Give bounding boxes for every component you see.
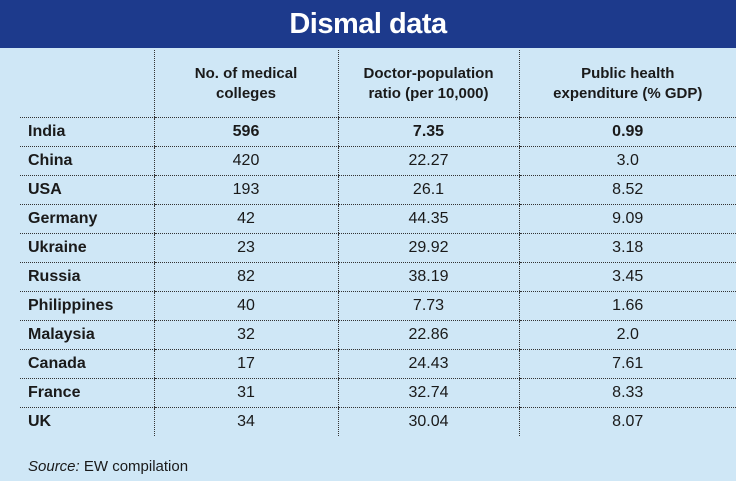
medical-colleges-cell: 193 bbox=[153, 175, 338, 205]
doctor-ratio-cell: 30.04 bbox=[337, 407, 519, 436]
medical-colleges-cell: 420 bbox=[153, 146, 338, 176]
medical-colleges-cell: 596 bbox=[153, 117, 338, 147]
health-expenditure-cell: 1.66 bbox=[518, 291, 736, 321]
doctor-ratio-cell: 26.1 bbox=[337, 175, 519, 205]
health-expenditure-cell: 9.09 bbox=[518, 204, 736, 234]
data-table: No. of medical colleges Doctor-populatio… bbox=[20, 50, 736, 436]
country-cell: UK bbox=[28, 413, 52, 430]
health-expenditure-cell: 3.18 bbox=[518, 233, 736, 263]
table-row: Russia 82 38.19 3.45 bbox=[20, 262, 736, 292]
table-row: China 420 22.27 3.0 bbox=[20, 146, 736, 176]
doctor-ratio-cell: 29.92 bbox=[337, 233, 519, 263]
table-row: Canada 17 24.43 7.61 bbox=[20, 349, 736, 379]
header-doctor-ratio: Doctor-population ratio (per 10,000) bbox=[337, 50, 519, 118]
health-expenditure-cell: 3.0 bbox=[518, 146, 736, 176]
country-cell: USA bbox=[20, 175, 154, 205]
health-expenditure-cell: 8.52 bbox=[518, 175, 736, 205]
health-expenditure-cell: 3.45 bbox=[518, 262, 736, 292]
country-cell: Ukraine bbox=[20, 233, 154, 263]
table-row: Malaysia 32 22.86 2.0 bbox=[20, 320, 736, 350]
medical-colleges-cell: 23 bbox=[153, 233, 338, 263]
doctor-ratio-cell: 32.74 bbox=[337, 378, 519, 408]
medical-colleges-cell: 31 bbox=[153, 378, 338, 408]
table-row: Philippines 40 7.73 1.66 bbox=[20, 291, 736, 321]
health-expenditure-cell: 8.07 bbox=[518, 407, 736, 436]
country-cell: Philippines bbox=[20, 291, 154, 321]
health-expenditure-cell: 0.99 bbox=[518, 117, 736, 147]
header-health-expenditure: Public health expenditure (% GDP) bbox=[518, 50, 736, 118]
table-row: Ukraine 23 29.92 3.18 bbox=[20, 233, 736, 263]
table-row: India 596 7.35 0.99 bbox=[20, 117, 736, 147]
health-expenditure-cell: 2.0 bbox=[518, 320, 736, 350]
medical-colleges-cell: 32 bbox=[153, 320, 338, 350]
doctor-ratio-cell: 7.73 bbox=[337, 291, 519, 321]
country-cell: Malaysia bbox=[20, 320, 154, 350]
table-row: USA 193 26.1 8.52 bbox=[20, 175, 736, 205]
doctor-ratio-cell: 44.35 bbox=[337, 204, 519, 234]
health-expenditure-cell: 8.33 bbox=[518, 378, 736, 408]
medical-colleges-cell: 40 bbox=[153, 291, 338, 321]
header-country bbox=[20, 50, 154, 118]
medical-colleges-cell: 82 bbox=[153, 262, 338, 292]
health-expenditure-cell: 7.61 bbox=[518, 349, 736, 379]
medical-colleges-cell: 34 bbox=[153, 407, 338, 436]
table-row: France 31 32.74 8.33 bbox=[20, 378, 736, 408]
medical-colleges-cell: 42 bbox=[153, 204, 338, 234]
header-medical-colleges: No. of medical colleges bbox=[153, 50, 338, 118]
source-note: Source: EW compilation bbox=[28, 458, 188, 475]
table-row: Germany 42 44.35 9.09 bbox=[20, 204, 736, 234]
doctor-ratio-cell: 22.86 bbox=[337, 320, 519, 350]
country-cell: China bbox=[20, 146, 154, 176]
header-row: No. of medical colleges Doctor-populatio… bbox=[20, 50, 736, 118]
country-cell: France bbox=[20, 378, 154, 408]
table-row: UK 34 30.04 8.07 bbox=[20, 407, 736, 436]
source-text: EW compilation bbox=[79, 458, 189, 475]
doctor-ratio-cell: 24.43 bbox=[337, 349, 519, 379]
source-label: Source: bbox=[28, 458, 80, 475]
doctor-ratio-cell: 7.35 bbox=[337, 117, 519, 147]
country-cell: Russia bbox=[20, 262, 154, 292]
medical-colleges-cell: 17 bbox=[153, 349, 338, 379]
table-body: India 596 7.35 0.99 China 420 22.27 3.0 USA 193 26… bbox=[20, 117, 736, 436]
country-cell: Germany bbox=[20, 204, 154, 234]
doctor-ratio-cell: 38.19 bbox=[337, 262, 519, 292]
country-cell: India bbox=[20, 117, 154, 147]
table-title: Dismal data bbox=[0, 0, 736, 48]
country-cell: Canada bbox=[20, 349, 154, 379]
doctor-ratio-cell: 22.27 bbox=[337, 146, 519, 176]
